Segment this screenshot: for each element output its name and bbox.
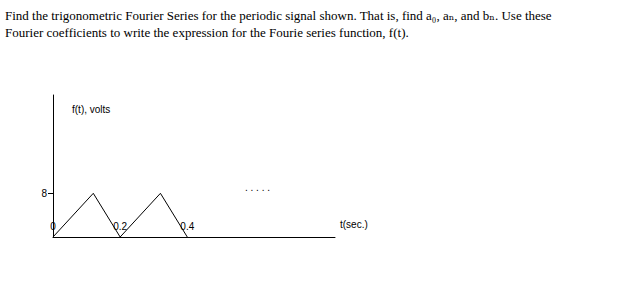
html-text:Find the trigonometric Fourier: Find the trigonometric Fourier Series fo… (5, 8, 552, 23)
svg-text:. . . . .: . . . . . (245, 182, 270, 193)
svg-text:t(sec.): t(sec.) (340, 219, 368, 230)
svg-text:f(t), volts: f(t), volts (72, 104, 110, 115)
html-text:Fourier coefficients to write: Fourier coefficients to write the expres… (5, 25, 409, 40)
svg-text:0: 0 (50, 221, 56, 232)
svg-text:0.4: 0.4 (180, 220, 195, 232)
svg-text:8: 8 (41, 188, 47, 199)
svg-text:0.2: 0.2 (113, 220, 128, 232)
